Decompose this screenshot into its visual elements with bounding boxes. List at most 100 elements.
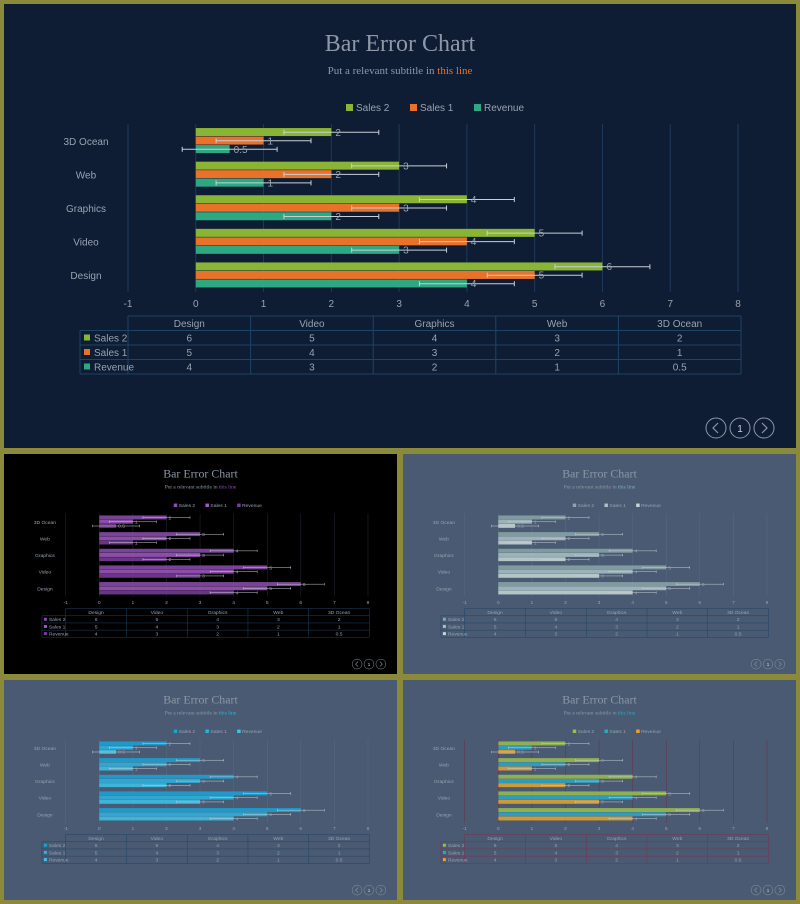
table-cell: 1 (554, 363, 560, 374)
bar (498, 795, 633, 800)
data-label: 4 (236, 775, 239, 781)
next-button[interactable] (375, 884, 387, 896)
bar (99, 812, 268, 817)
bar (99, 586, 268, 591)
data-label: 3 (601, 574, 604, 580)
table-cell: 1 (338, 850, 341, 856)
data-label: 0.5 (118, 524, 125, 530)
table-cell: 3 (216, 624, 219, 630)
table-legend-swatch (43, 624, 47, 628)
x-tick-label: 5 (266, 600, 269, 606)
slide-black[interactable]: Bar Error Chart Put a relevant subtitle i… (4, 454, 397, 674)
slide-slate-gray[interactable]: Bar Error Chart Put a relevant subtitle i… (403, 454, 796, 674)
x-tick-label: 8 (766, 826, 769, 832)
table-header-cell: Video (151, 836, 164, 842)
data-label: 3 (601, 758, 604, 764)
data-label: 4 (635, 549, 638, 555)
table-cell: 3 (615, 850, 618, 856)
table-cell: 2 (676, 850, 679, 856)
slide-navy[interactable]: Bar Error Chart Put a relevant subtitle i… (4, 4, 796, 448)
prev-button[interactable] (351, 658, 363, 670)
chart-title: Bar Error Chart (163, 466, 238, 480)
table-cell: 3 (615, 624, 618, 630)
legend-swatch (173, 729, 178, 734)
x-tick-label: 2 (564, 826, 567, 832)
y-category-label: Design (70, 271, 101, 282)
table-series-label: Revenue (49, 632, 69, 638)
x-tick-label: 1 (531, 600, 534, 606)
chevron-left-icon (355, 887, 359, 893)
table-cell: 2 (432, 363, 438, 374)
chart-subtitle: Put a relevant subtitle in this line (165, 485, 237, 491)
table-cell: 1 (677, 348, 683, 359)
table-header-cell: Design (174, 319, 205, 330)
data-label: 3 (202, 553, 205, 559)
table-cell: 6 (494, 617, 497, 623)
bar (99, 532, 201, 537)
x-tick-label: 0 (193, 299, 199, 310)
slide-slate-multi[interactable]: Bar Error Chart Put a relevant subtitle i… (403, 680, 796, 900)
table-cell: 3 (155, 858, 158, 864)
slide-slate-cyan[interactable]: Bar Error Chart Put a relevant subtitle i… (4, 680, 397, 900)
data-label: 3 (202, 532, 205, 538)
table-cell: 2 (216, 632, 219, 638)
table-cell: 4 (216, 843, 219, 849)
bar (498, 816, 633, 821)
y-category-label: Web (439, 536, 449, 542)
data-label: 3 (601, 553, 604, 559)
table-cell: 3 (554, 858, 557, 864)
y-category-label: Video (39, 796, 52, 802)
bar (99, 536, 167, 541)
chevron-right-icon (379, 661, 383, 667)
page-indicator: 1 (363, 884, 375, 896)
next-button[interactable] (375, 658, 387, 670)
x-tick-label: 7 (667, 299, 673, 310)
table-header-cell: 3D Ocean (727, 610, 749, 616)
y-category-label: Web (439, 762, 449, 768)
bar (195, 203, 400, 212)
data-label: 4 (635, 590, 638, 596)
next-circle (774, 658, 786, 670)
table-cell: 0.5 (336, 858, 343, 864)
x-tick-label: 1 (261, 299, 267, 310)
data-label: 4 (236, 795, 239, 801)
data-label: 2 (335, 212, 341, 223)
table-cell: 4 (216, 617, 219, 623)
prev-button[interactable] (705, 417, 727, 439)
table-cell: 4 (95, 858, 98, 864)
x-tick-label: 3 (199, 826, 202, 832)
y-category-label: Design (436, 812, 452, 818)
table-cell: 2 (677, 334, 683, 345)
table-series-label: Sales 2 (94, 334, 128, 345)
data-label: 1 (135, 746, 138, 752)
next-button[interactable] (753, 417, 775, 439)
table-header-cell: Video (151, 610, 164, 616)
table-cell: 0.5 (673, 363, 687, 374)
chart-title: Bar Error Chart (325, 31, 476, 57)
table-legend-swatch (43, 858, 47, 862)
data-label: 5 (269, 586, 272, 592)
next-button[interactable] (774, 658, 786, 670)
table-cell: 4 (187, 363, 193, 374)
data-label: 0.5 (517, 524, 524, 530)
bar (195, 170, 332, 179)
table-header-cell: Graphics (607, 610, 627, 616)
prev-button[interactable] (750, 658, 762, 670)
data-label: 5 (269, 812, 272, 818)
table-cell: 2 (338, 843, 341, 849)
prev-button[interactable] (351, 884, 363, 896)
legend-label: Revenue (641, 729, 661, 735)
table-cell: 3 (277, 617, 280, 623)
table-cell: 1 (737, 850, 740, 856)
table-cell: 4 (554, 624, 557, 630)
table-header-cell: Design (487, 610, 503, 616)
chevron-left-icon (754, 661, 758, 667)
bar (99, 816, 234, 821)
next-button[interactable] (774, 884, 786, 896)
bar (99, 799, 201, 804)
data-label: 1 (534, 540, 537, 546)
legend-swatch (604, 729, 608, 734)
prev-button[interactable] (750, 884, 762, 896)
data-label: 3 (601, 779, 604, 785)
table-header-cell: Graphics (208, 836, 228, 842)
